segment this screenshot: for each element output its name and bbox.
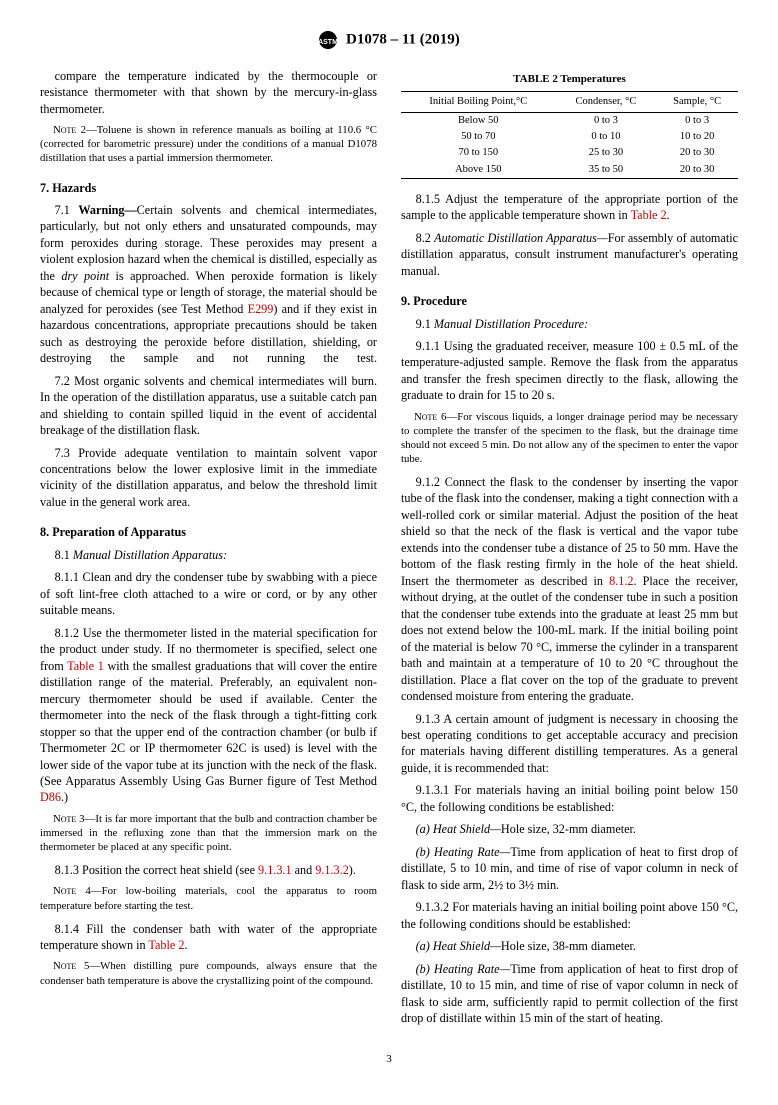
astm-logo-icon: ASTM bbox=[318, 30, 338, 50]
note-4: Note 4—For low-boiling materials, cool t… bbox=[40, 884, 377, 912]
section-8-head: 8. Preparation of Apparatus bbox=[40, 524, 377, 540]
para-9-1-1: 9.1.1 Using the graduated receiver, meas… bbox=[401, 338, 738, 404]
xref-table1[interactable]: Table 1 bbox=[67, 659, 104, 673]
note-4-text: —For low-boiling materials, cool the app… bbox=[40, 885, 377, 911]
para-9-1-3-2-a: (a) Heat Shield—Hole size, 38-mm diamete… bbox=[401, 938, 738, 954]
table-2-h3: Sample, °C bbox=[656, 91, 738, 112]
para-7-2: 7.2 Most organic solvents and chemical i… bbox=[40, 373, 377, 439]
note-2: Note 2—Toluene is shown in reference man… bbox=[40, 123, 377, 165]
para-intro: compare the temperature indicated by the… bbox=[40, 68, 377, 117]
table-2-caption: TABLE 2 Temperatures bbox=[401, 72, 738, 91]
table-row: 70 to 15025 to 3020 to 30 bbox=[401, 145, 738, 161]
note-2-text: —Toluene is shown in reference manuals a… bbox=[40, 124, 377, 164]
note-4-label: Note 4 bbox=[53, 885, 91, 897]
table-2-block: TABLE 2 Temperatures Initial Boiling Poi… bbox=[401, 72, 738, 179]
xref-d86[interactable]: D86 bbox=[40, 790, 61, 804]
note-2-label: Note 2 bbox=[53, 124, 86, 136]
para-9-1-2: 9.1.2 Connect the flask to the condenser… bbox=[401, 474, 738, 705]
para-9-1-3: 9.1.3 A certain amount of judgment is ne… bbox=[401, 711, 738, 777]
page: ASTM D1078 – 11 (2019) compare the tempe… bbox=[0, 0, 778, 1105]
xref-table2-a[interactable]: Table 2 bbox=[148, 938, 184, 952]
table-row: 50 to 700 to 1010 to 20 bbox=[401, 129, 738, 145]
para-9-1-3-2-b: (b) Heating Rate—Time from application o… bbox=[401, 961, 738, 1027]
xref-9131[interactable]: 9.1.3.1 bbox=[258, 863, 292, 877]
para-8-1-5: 8.1.5 Adjust the temperature of the appr… bbox=[401, 191, 738, 224]
note-5-text: —When distilling pure compounds, always … bbox=[40, 960, 377, 986]
note-3-label: Note 3 bbox=[53, 813, 85, 825]
para-8-1-4: 8.1.4 Fill the condenser bath with water… bbox=[40, 921, 377, 954]
svg-text:ASTM: ASTM bbox=[318, 39, 338, 46]
para-9-1-3-2: 9.1.3.2 For materials having an initial … bbox=[401, 899, 738, 932]
note-6-text: —For viscous liquids, a longer drainage … bbox=[401, 411, 738, 465]
para-8-1-2: 8.1.2 Use the thermometer listed in the … bbox=[40, 625, 377, 806]
para-8-2: 8.2 Automatic Distillation Apparatus—For… bbox=[401, 230, 738, 279]
xref-9132[interactable]: 9.1.3.2 bbox=[315, 863, 349, 877]
para-8-1-3: 8.1.3 Position the correct heat shield (… bbox=[40, 862, 377, 878]
page-number: 3 bbox=[40, 1053, 738, 1065]
page-header: ASTM D1078 – 11 (2019) bbox=[40, 30, 738, 50]
table-2-h2: Condenser, °C bbox=[556, 91, 657, 112]
note-6: Note 6—For viscous liquids, a longer dra… bbox=[401, 410, 738, 466]
xref-e299[interactable]: E299 bbox=[248, 302, 274, 316]
para-7-1: 7.1 Warning—Certain solvents and chemica… bbox=[40, 202, 377, 367]
para-9-1: 9.1 Manual Distillation Procedure: bbox=[401, 316, 738, 332]
note-5: Note 5—When distilling pure compounds, a… bbox=[40, 959, 377, 987]
para-9-1-3-1: 9.1.3.1 For materials having an initial … bbox=[401, 782, 738, 815]
section-9-head: 9. Procedure bbox=[401, 293, 738, 309]
para-9-1-3-1-a: (a) Heat Shield—Hole size, 32-mm diamete… bbox=[401, 821, 738, 837]
two-column-body: compare the temperature indicated by the… bbox=[40, 68, 738, 1033]
table-2-h1: Initial Boiling Point,°C bbox=[401, 91, 556, 112]
xref-812[interactable]: 8.1.2 bbox=[609, 574, 633, 588]
para-9-1-3-1-b: (b) Heating Rate—Time from application o… bbox=[401, 844, 738, 893]
para-8-1: 8.1 Manual Distillation Apparatus: bbox=[40, 547, 377, 563]
section-7-head: 7. Hazards bbox=[40, 180, 377, 196]
table-2: TABLE 2 Temperatures Initial Boiling Poi… bbox=[401, 72, 738, 179]
designation: D1078 – 11 (2019) bbox=[346, 31, 460, 47]
para-8-1-1: 8.1.1 Clean and dry the condenser tube b… bbox=[40, 569, 377, 618]
note-5-label: Note 5 bbox=[53, 960, 89, 972]
note-3-text: —It is far more important that the bulb … bbox=[40, 813, 377, 853]
xref-table2-b[interactable]: Table 2 bbox=[631, 208, 667, 222]
note-3: Note 3—It is far more important that the… bbox=[40, 812, 377, 854]
table-row: Above 15035 to 5020 to 30 bbox=[401, 162, 738, 179]
table-row: Below 500 to 30 to 3 bbox=[401, 113, 738, 130]
para-7-3: 7.3 Provide adequate ventilation to main… bbox=[40, 445, 377, 511]
note-6-label: Note 6 bbox=[414, 411, 446, 423]
